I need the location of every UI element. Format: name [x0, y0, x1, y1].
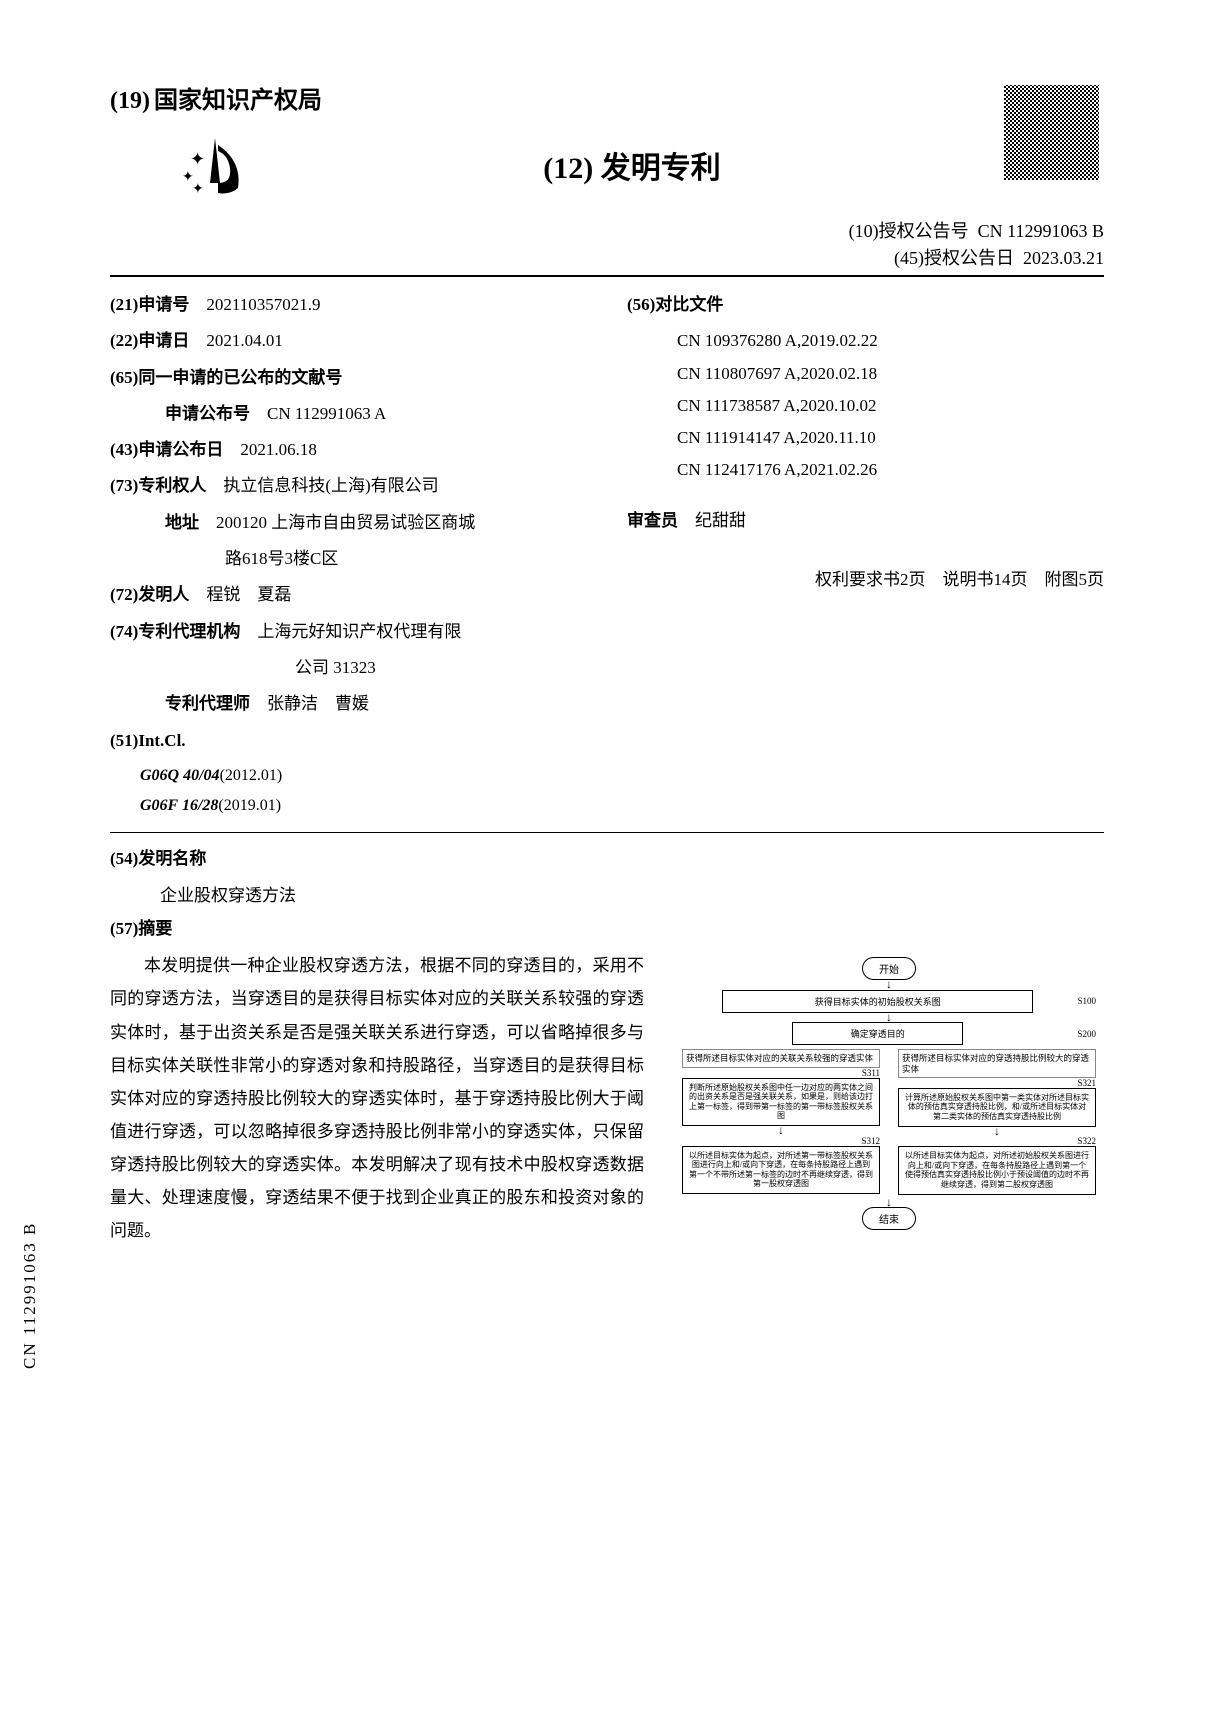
fc-s312: 以所述目标实体为起点，对所述第一带标签股权关系图进行向上和/或向下穿透，在每条持… [682, 1146, 880, 1194]
doc-title: (12) 发明专利 [260, 143, 1004, 187]
left-column: (21)申请号 202110357021.9 (22)申请日 2021.04.0… [110, 289, 587, 822]
fc-s100-label: S100 [1077, 996, 1096, 1006]
logo: ✦ ✦ ✦ [170, 133, 260, 203]
ref-0: CN 109376280 A,2019.02.22 [627, 325, 1104, 357]
flowchart: 开始 ↓ 获得目标实体的初始股权关系图 S100 ↓ 确定穿透目的 S200 获… [674, 949, 1104, 1359]
ref-2: CN 111738587 A,2020.10.02 [627, 390, 1104, 422]
ref-1: CN 110807697 A,2020.02.18 [627, 358, 1104, 390]
svg-text:✦: ✦ [190, 149, 205, 169]
authority-name: 国家知识产权局 [154, 88, 322, 114]
refs-label: (56)对比文件 [627, 289, 1104, 321]
inventors: (72)发明人 程锐 夏磊 [110, 579, 587, 611]
title-label: (54)发明名称 [110, 843, 1104, 875]
divider-top [110, 275, 1104, 277]
divider-middle [110, 832, 1104, 833]
abstract-text: 本发明提供一种企业股权穿透方法，根据不同的穿透目的，采用不同的穿透方法，当穿透目… [110, 949, 644, 1359]
fc-s322: 以所述目标实体为起点，对所述初始股权关系图进行向上和/或向下穿透，在每条持股路径… [898, 1146, 1096, 1194]
fc-s200: 确定穿透目的 [792, 1022, 963, 1045]
ipc-1: G06Q 40/04(2012.01) [110, 761, 587, 791]
app-date: (22)申请日 2021.04.01 [110, 325, 587, 357]
app-no: (21)申请号 202110357021.9 [110, 289, 587, 321]
right-column: (56)对比文件 CN 109376280 A,2019.02.22 CN 11… [627, 289, 1104, 822]
app-pub-date: (43)申请公布日 2021.06.18 [110, 434, 587, 466]
fc-left-branch: 获得所述目标实体对应的关联关系较强的穿透实体 [682, 1049, 880, 1067]
fc-s311-label: S311 [682, 1068, 880, 1078]
ipc-2: G06F 16/28(2019.01) [110, 791, 587, 821]
examiner: 审查员 纪甜甜 [627, 505, 1104, 537]
grant-pub-no: (10)授权公告号 CN 112991063 B [110, 218, 1104, 245]
fc-s312-label: S312 [682, 1136, 880, 1146]
qr-code [1004, 85, 1099, 180]
fc-s311: 判断所述原始股权关系图中任一边对应的两实体之间的出资关系是否是强关联关系，如果是… [682, 1078, 880, 1126]
side-pub-no: CN 112991063 B [20, 1222, 40, 1369]
fc-s200-label: S200 [1077, 1029, 1096, 1039]
fc-s322-label: S322 [898, 1136, 1096, 1146]
page-counts: 权利要求书2页 说明书14页 附图5页 [627, 565, 1104, 590]
agents: 专利代理师 张静洁 曹媛 [110, 688, 587, 720]
fc-s321: 计算所述原始股权关系图中第一类实体对所述目标实体的预估真实穿透持股比例，和/或所… [898, 1088, 1096, 1127]
fc-s100: 获得目标实体的初始股权关系图 [722, 990, 1033, 1013]
svg-text:✦: ✦ [192, 182, 204, 197]
invention-title: 企业股权穿透方法 [110, 879, 1104, 913]
agency: (74)专利代理机构 上海元好知识产权代理有限 [110, 616, 587, 648]
prior-pub-no: 申请公布号 CN 112991063 A [110, 398, 587, 430]
ipc-label: (51)Int.Cl. [110, 725, 587, 757]
address-line2: 路618号3楼C区 [110, 543, 587, 575]
address-line1: 地址 200120 上海市自由贸易试验区商城 [110, 507, 587, 539]
fc-end: 结束 [862, 1207, 916, 1230]
ref-3: CN 111914147 A,2020.11.10 [627, 422, 1104, 454]
agency-line2: 公司 31323 [110, 652, 587, 684]
prior-pub: (65)同一申请的已公布的文献号 [110, 362, 587, 394]
grant-pub-date: (45)授权公告日 2023.03.21 [110, 245, 1104, 272]
ref-4: CN 112417176 A,2021.02.26 [627, 454, 1104, 486]
fc-s321-label: S321 [898, 1078, 1096, 1088]
fc-right-branch: 获得所述目标实体对应的穿透持股比例较大的穿透实体 [898, 1049, 1096, 1077]
patentee: (73)专利权人 执立信息科技(上海)有限公司 [110, 470, 587, 502]
abstract-label: (57)摘要 [110, 913, 1104, 945]
authority-code: (19) [110, 88, 150, 114]
